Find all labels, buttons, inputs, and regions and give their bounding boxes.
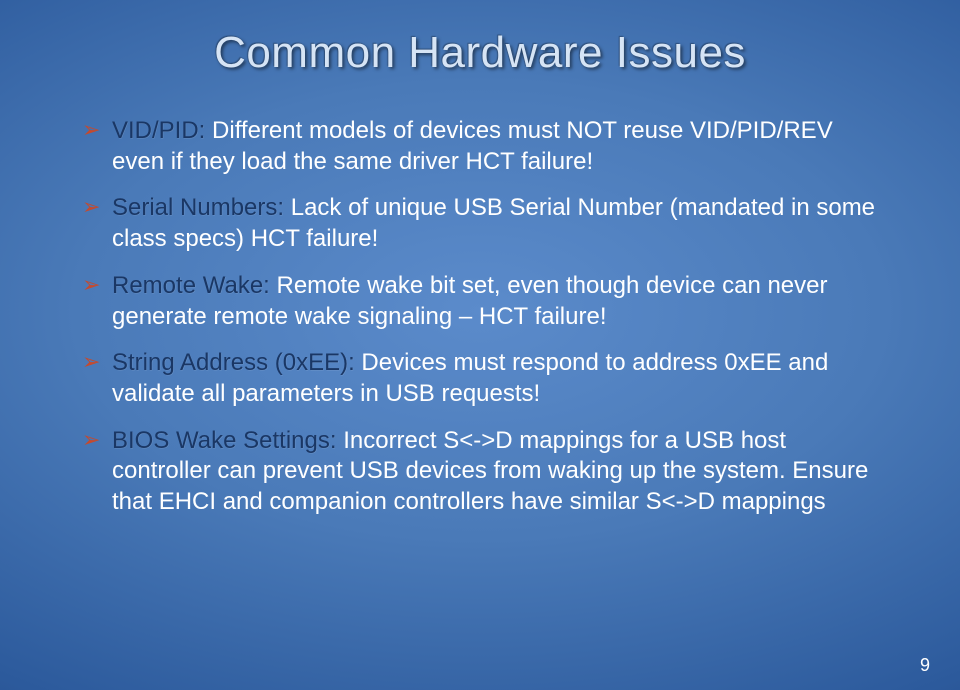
- list-item: Serial Numbers: Lack of unique USB Seria…: [82, 193, 890, 254]
- page-number: 9: [920, 655, 930, 676]
- bullet-label: VID/PID:: [112, 117, 205, 144]
- bullet-label: Remote Wake:: [112, 272, 270, 299]
- slide-container: Common Hardware Issues VID/PID: Differen…: [0, 0, 960, 690]
- list-item: Remote Wake: Remote wake bit set, even t…: [82, 271, 890, 332]
- list-item: BIOS Wake Settings: Incorrect S<->D mapp…: [82, 426, 890, 518]
- list-item: String Address (0xEE): Devices must resp…: [82, 348, 890, 409]
- bullet-label: String Address (0xEE):: [112, 349, 355, 376]
- bullet-label: Serial Numbers:: [112, 194, 284, 221]
- bullet-text: Different models of devices must NOT reu…: [112, 117, 833, 175]
- slide-title: Common Hardware Issues: [70, 28, 890, 78]
- bullet-label: BIOS Wake Settings:: [112, 427, 337, 454]
- bullet-list: VID/PID: Different models of devices mus…: [70, 116, 890, 518]
- list-item: VID/PID: Different models of devices mus…: [82, 116, 890, 177]
